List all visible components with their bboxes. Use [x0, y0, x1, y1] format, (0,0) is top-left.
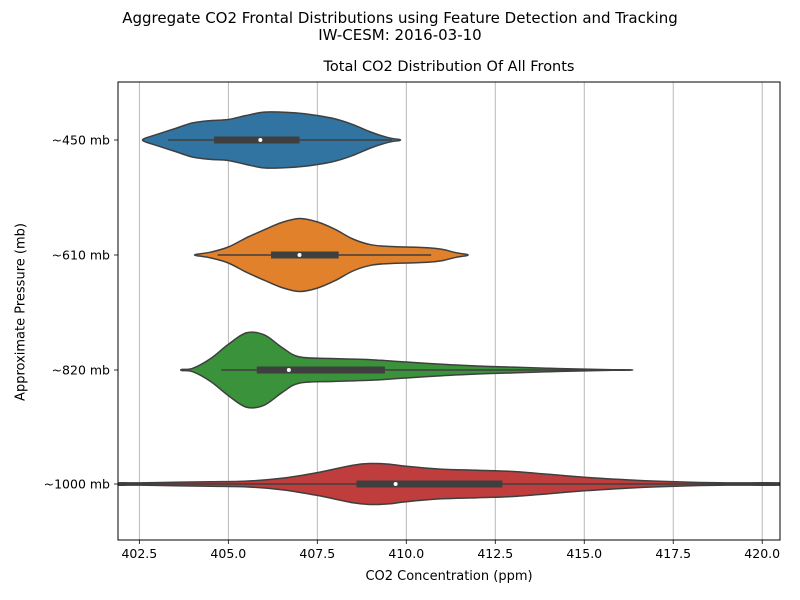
x-tick-label: 410.0: [388, 546, 424, 561]
violins: [118, 111, 780, 506]
x-tick-label: 405.0: [210, 546, 246, 561]
y-tick-label: ~1000 mb: [44, 477, 110, 492]
y-tick-label: ~450 mb: [52, 133, 110, 148]
x-axis-ticks: 402.5 405.0 407.5 410.0 412.5 415.0 417.5 420.0: [121, 540, 780, 561]
x-tick-label: 407.5: [299, 546, 335, 561]
x-tick-label: 402.5: [121, 546, 157, 561]
violin-median-dot: [297, 253, 302, 257]
y-axis-ticks: ~450 mb ~610 mb ~820 mb ~1000 mb: [44, 133, 118, 492]
chart-title: Total CO2 Distribution Of All Fronts: [323, 59, 575, 75]
plot-frame: [117, 81, 781, 541]
x-gridlines: [138, 82, 763, 540]
y-tick-label: ~820 mb: [52, 363, 110, 378]
violin-iqr-box: [356, 480, 503, 488]
x-tick-label: 412.5: [477, 546, 513, 561]
x-tick-label: 417.5: [655, 546, 691, 561]
x-tick-label: 415.0: [566, 546, 602, 561]
figure-suptitle-line1: Aggregate CO2 Frontal Distributions usin…: [122, 9, 678, 27]
violin-median-dot: [258, 138, 263, 142]
violin-iqr-box: [256, 366, 385, 374]
violin-iqr-box: [271, 251, 339, 259]
y-tick-label: ~610 mb: [52, 248, 110, 263]
violin-iqr-box: [214, 136, 300, 144]
x-axis-label: CO2 Concentration (ppm): [365, 569, 533, 584]
violin-median-dot: [393, 482, 398, 486]
violin-median-dot: [286, 368, 291, 372]
x-tick-label: 420.0: [744, 546, 780, 561]
figure-suptitle-line2: IW-CESM: 2016-03-10: [318, 26, 482, 44]
